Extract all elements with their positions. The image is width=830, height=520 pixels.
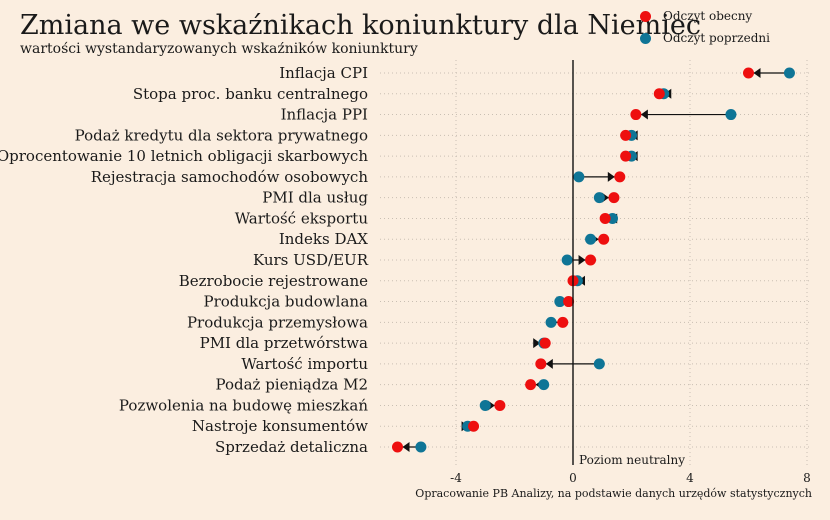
point-current [599, 212, 611, 224]
point-previous [561, 254, 573, 266]
category-label: Inflacja PPI [281, 106, 368, 124]
point-previous [725, 109, 737, 121]
point-current [743, 67, 754, 79]
point-previous [554, 296, 566, 308]
point-current [620, 129, 632, 141]
connector-arrow [545, 358, 553, 369]
point-current [608, 192, 620, 204]
point-current [494, 399, 506, 411]
legend-current-label: Odczyt obecny [663, 9, 753, 23]
chart-subtitle: wartości wystandaryzowanych wskaźników k… [20, 41, 418, 57]
point-current [585, 254, 597, 266]
source-note: Opracowanie PB Analizy, na podstawie dan… [415, 487, 812, 500]
connector-arrow [402, 442, 410, 452]
category-label: Produkcja przemysłowa [187, 313, 368, 331]
point-current [563, 296, 575, 308]
point-previous [545, 316, 557, 328]
zero-line-label: Poziom neutralny [579, 453, 685, 467]
point-current [614, 171, 626, 183]
category-label: Nastroje konsumentów [192, 417, 368, 435]
category-label: Wartość eksportu [235, 209, 369, 227]
category-label: Podaż pieniądza M2 [215, 376, 368, 394]
point-current [653, 88, 665, 100]
legend: Odczyt obecny Odczyt poprzedni [640, 5, 770, 49]
point-current [392, 441, 403, 453]
point-current [535, 358, 547, 370]
category-label: Produkcja budowlana [204, 293, 369, 311]
x-tick-label: 0 [569, 471, 577, 485]
x-tick-label: 8 [803, 471, 811, 485]
category-label: Rejestracja samochodów osobowych [91, 168, 369, 186]
point-previous [783, 67, 795, 79]
point-current [468, 420, 480, 432]
category-label: PMI dla przetwórstwa [200, 334, 368, 352]
legend-previous-marker [640, 32, 651, 44]
point-previous [573, 171, 585, 183]
legend-item-previous: Odczyt poprzedni [640, 27, 770, 49]
category-label: PMI dla usług [262, 189, 368, 207]
point-previous [415, 441, 427, 453]
x-axis: -4 0 4 8 Poziom neutralny [450, 60, 811, 485]
category-label: Stopa proc. banku centralnego [133, 85, 368, 103]
category-label: Indeks DAX [279, 230, 368, 248]
category-label: Pozwolenia na budowę mieszkań [119, 396, 368, 414]
point-previous [585, 233, 597, 245]
category-label: Bezrobocie rejestrowane [179, 272, 368, 290]
point-current [525, 379, 537, 391]
connector-arrow [640, 109, 648, 120]
category-label: Kurs USD/EUR [253, 251, 369, 269]
connector-arrow [533, 338, 541, 349]
legend-previous-label: Odczyt poprzedni [663, 31, 770, 45]
connector-arrow [578, 255, 586, 265]
point-current [620, 150, 632, 162]
chart-title: Zmiana we wskaźnikach koniunktury dla Ni… [20, 10, 701, 41]
category-label: Sprzedaż detaliczna [215, 438, 368, 456]
point-current [539, 337, 551, 349]
x-tick-label: 4 [686, 471, 694, 485]
category-label: Wartość importu [241, 355, 368, 373]
point-current [557, 316, 569, 328]
point-previous [538, 379, 550, 391]
connector-arrow [607, 171, 615, 182]
category-label: Oprocentowanie 10 letnich obligacji skar… [0, 147, 368, 165]
category-label: Inflacja CPI [279, 64, 368, 82]
point-previous [479, 399, 491, 411]
point-current [598, 233, 610, 245]
legend-item-current: Odczyt obecny [640, 5, 770, 27]
data-points [392, 67, 795, 453]
legend-current-marker [640, 10, 651, 22]
point-previous [593, 192, 605, 204]
x-tick-label: -4 [450, 471, 462, 485]
connector-arrow [753, 68, 761, 78]
point-current [630, 109, 642, 121]
point-previous [593, 358, 605, 370]
category-label: Podaż kredytu dla sektora prywatnego [75, 126, 368, 144]
category-labels: Inflacja CPI Stopa proc. banku centralneg… [0, 64, 369, 456]
